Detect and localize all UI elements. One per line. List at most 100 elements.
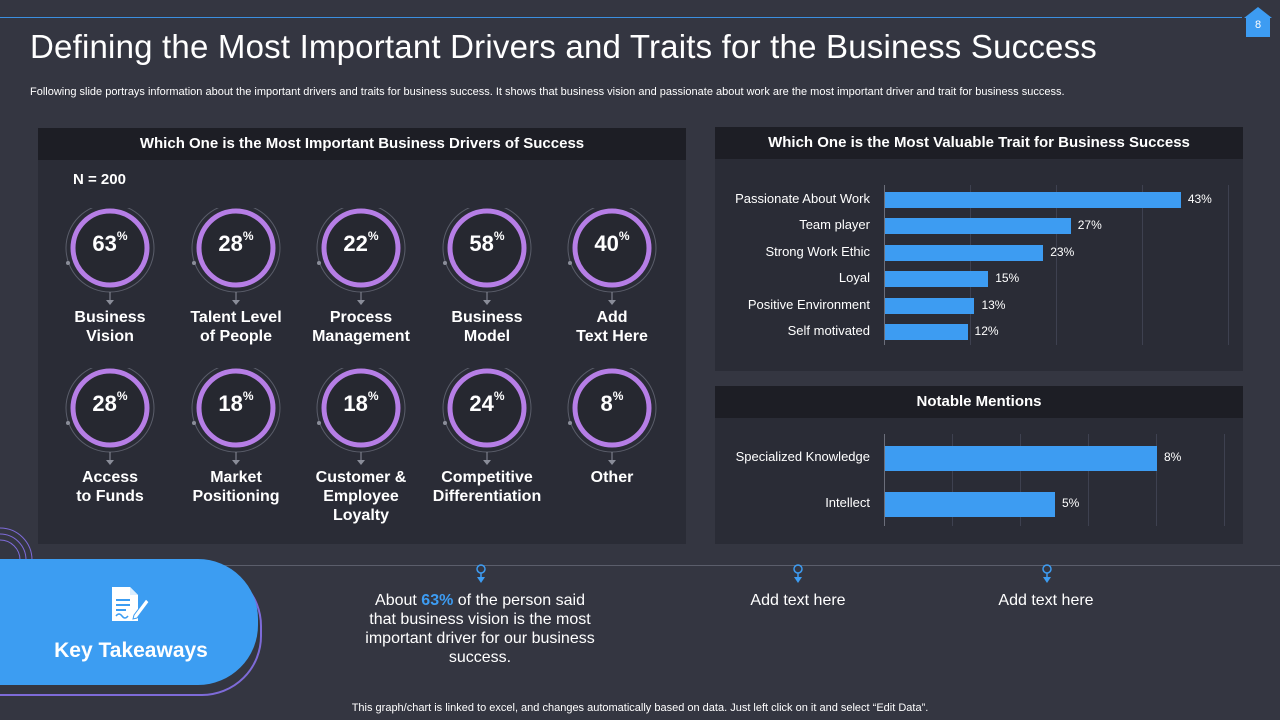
driver-value-number: 18 xyxy=(218,391,243,416)
gridline xyxy=(1088,434,1089,526)
driver-value-unit: % xyxy=(493,229,505,243)
bar-value-label: 23% xyxy=(1050,244,1075,259)
gridline xyxy=(1228,185,1229,345)
driver-ring xyxy=(191,208,281,305)
driver-value: 8% xyxy=(567,389,657,417)
takeaway-rule xyxy=(200,565,1280,566)
driver-ring xyxy=(567,208,657,305)
note1-pre: About xyxy=(375,592,422,609)
bar xyxy=(885,218,1071,235)
notable-chart-title: Notable Mentions xyxy=(715,386,1243,418)
home-icon xyxy=(1244,7,1272,37)
driver-value-number: 28 xyxy=(92,391,117,416)
driver-label: Competitive Differentiation xyxy=(432,469,542,505)
driver-value: 24% xyxy=(442,389,532,417)
driver-item: 18% Market Positioning xyxy=(171,368,301,518)
bar-category-label: Strong Work Ethic xyxy=(765,243,870,259)
bar-value-label: 15% xyxy=(995,271,1020,286)
page-badge[interactable]: 8 xyxy=(1243,5,1273,37)
bar xyxy=(885,271,989,288)
bar xyxy=(885,297,975,314)
gridline xyxy=(1156,434,1157,526)
driver-item: 63% Business Vision xyxy=(45,208,175,358)
takeaway-note-2: Add text here xyxy=(750,592,846,609)
driver-ring xyxy=(191,368,281,465)
page-subtitle: Following slide portrays information abo… xyxy=(30,86,1065,98)
driver-label: Business Model xyxy=(451,309,523,345)
takeaway-banner xyxy=(0,559,258,685)
drivers-panel: Which One is the Most Important Business… xyxy=(38,128,686,544)
driver-item: 24% Competitive Differentiation xyxy=(422,368,552,518)
driver-value-unit: % xyxy=(493,389,505,403)
note1-post: of the person said that business vision … xyxy=(365,592,595,666)
driver-value: 18% xyxy=(191,389,281,417)
document-edit-icon xyxy=(112,587,150,621)
bar-value-label: 27% xyxy=(1077,218,1102,233)
page-title: Defining the Most Important Drivers and … xyxy=(30,28,1097,65)
driver-value: 63% xyxy=(65,229,155,257)
driver-value: 18% xyxy=(316,389,406,417)
bar-value-label: 8% xyxy=(1164,450,1182,464)
driver-ring xyxy=(65,208,155,305)
gridline xyxy=(1142,185,1143,345)
note1-highlight: 63% xyxy=(421,592,454,609)
driver-value-number: 40 xyxy=(594,231,619,256)
driver-value-unit: % xyxy=(367,229,379,243)
driver-ring xyxy=(442,368,532,465)
y-axis xyxy=(884,185,885,345)
driver-label: Process Management xyxy=(312,309,410,345)
driver-label: Talent Level of People xyxy=(190,309,282,345)
pin-icon xyxy=(793,564,803,583)
sample-size: N = 200 xyxy=(73,171,126,188)
driver-item: 40% Add Text Here xyxy=(547,208,677,358)
driver-label: Other xyxy=(590,469,634,486)
driver-value-unit: % xyxy=(612,389,624,403)
bar xyxy=(885,244,1044,261)
driver-value-number: 18 xyxy=(343,391,368,416)
driver-value-number: 22 xyxy=(343,231,368,256)
bar-category-label: Self motivated xyxy=(787,323,870,338)
driver-value-number: 28 xyxy=(218,231,243,256)
bar xyxy=(885,324,968,340)
driver-item: 28% Access to Funds xyxy=(45,368,175,518)
driver-label: Market Positioning xyxy=(192,469,280,505)
gridline xyxy=(1224,434,1225,526)
driver-value-unit: % xyxy=(618,229,630,243)
driver-value-unit: % xyxy=(116,389,128,403)
driver-value-unit: % xyxy=(242,229,254,243)
pin-icon xyxy=(476,564,486,583)
bar-category-label: Loyal xyxy=(838,270,870,286)
driver-item: 58% Business Model xyxy=(422,208,552,358)
gridline xyxy=(1056,185,1057,345)
notable-chart-panel: Notable Mentions Specialized Knowledge 8%… xyxy=(715,386,1243,544)
driver-ring xyxy=(442,208,532,305)
driver-value-number: 58 xyxy=(469,231,494,256)
driver-item: 18% Customer & Employee Loyalty xyxy=(296,368,426,524)
bar-value-label: 13% xyxy=(981,297,1006,312)
bar xyxy=(885,445,1157,471)
driver-label: Add Text Here xyxy=(576,309,648,345)
traits-chart-panel: Which One is the Most Valuable Trait for… xyxy=(715,127,1243,371)
bar-category-label: Passionate About Work xyxy=(735,191,870,206)
driver-ring xyxy=(65,368,155,465)
bar-category-label: Specialized Knowledge xyxy=(735,449,870,464)
bar-category-label: Positive Environment xyxy=(747,296,870,312)
bar-value-label: 5% xyxy=(1062,496,1080,510)
driver-ring xyxy=(316,208,406,305)
drivers-header: Which One is the Most Important Business… xyxy=(38,128,686,160)
gridline xyxy=(970,185,971,345)
driver-item: 8% Other xyxy=(547,368,677,518)
bar-value-label: 12% xyxy=(974,324,999,338)
bar-category-label: Intellect xyxy=(825,495,870,510)
driver-value: 58% xyxy=(442,229,532,257)
driver-value: 22% xyxy=(316,229,406,257)
takeaway-note-1: About 63% of the person said that busine… xyxy=(360,591,600,667)
gridline xyxy=(952,434,953,526)
driver-item: 28% Talent Level of People xyxy=(171,208,301,358)
bar-category-label: Team player xyxy=(799,217,870,233)
driver-value-number: 63 xyxy=(92,231,117,256)
traits-chart-title: Which One is the Most Valuable Trait for… xyxy=(715,127,1243,159)
y-axis xyxy=(884,434,885,526)
driver-value-number: 8 xyxy=(600,391,613,416)
takeaway-title: Key Takeaways xyxy=(54,639,208,662)
